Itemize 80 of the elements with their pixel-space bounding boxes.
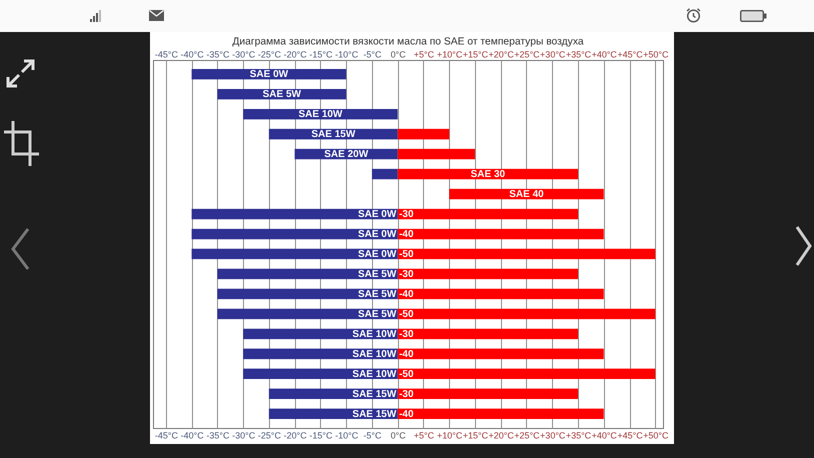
chart-title: Диаграмма зависимости вязкости масла по SAE от температуры воздуха	[232, 36, 584, 48]
bar	[398, 388, 578, 400]
bar	[398, 348, 604, 360]
y-tick-label: SAE 10W -30	[352, 328, 414, 340]
x-tick-label: +45°C	[617, 50, 644, 60]
x-tick-label: +50°C	[643, 50, 669, 60]
y-tick-label: SAE 0W -50	[358, 248, 414, 260]
y-tick-label: SAE 10W -50	[352, 368, 414, 380]
bar	[398, 168, 578, 180]
bar	[217, 308, 398, 320]
x-tick-label: -5°C	[363, 50, 382, 60]
x-tick-label: +40°C	[592, 50, 618, 60]
x-tick-label: +10°C	[437, 50, 463, 60]
x-tick-label: -10°C	[335, 50, 359, 60]
x2-tick-label: -25°C	[258, 430, 282, 440]
x2-tick-label: 0°C	[390, 430, 406, 440]
x-tick-label: +20°C	[488, 50, 514, 60]
x2-tick-label: -45°C	[154, 430, 178, 440]
x2-tick-label: -20°C	[284, 430, 308, 440]
bar	[192, 68, 346, 80]
x-tick-label: +35°C	[566, 50, 592, 60]
x2-tick-label: +20°C	[488, 430, 514, 440]
x-tick-label: +25°C	[514, 50, 540, 60]
x-tick-label: -35°C	[206, 50, 230, 60]
x2-tick-label: -30°C	[232, 430, 256, 440]
x-tick-label: -20°C	[284, 50, 308, 60]
x2-tick-label: +15°C	[462, 430, 489, 440]
y-tick-label: SAE 10W	[298, 109, 343, 120]
x2-tick-label: +10°C	[437, 430, 463, 440]
y-tick-label: SAE 15W -30	[352, 388, 414, 400]
y-tick-label: SAE 0W -30	[358, 209, 414, 220]
y-tick-label: SAE 10W -40	[352, 348, 414, 360]
x2-tick-label: +40°C	[592, 430, 618, 440]
x2-tick-label: +45°C	[617, 430, 644, 440]
y-tick-label: SAE 15W	[311, 129, 356, 140]
bar	[243, 348, 398, 360]
y-tick-label: SAE 40	[509, 189, 544, 200]
y-tick-label: SAE 30	[470, 169, 506, 180]
x-tick-label: +5°C	[414, 50, 435, 60]
x2-tick-label: -10°C	[335, 430, 359, 440]
y-tick-label: SAE 5W -30	[358, 268, 414, 280]
x-tick-label: 0°C	[390, 50, 406, 60]
bar	[398, 208, 578, 220]
bar	[372, 168, 398, 180]
x2-tick-label: +5°C	[414, 430, 435, 440]
bar	[398, 268, 578, 280]
bar	[398, 328, 578, 340]
y-tick-label: SAE 0W	[250, 69, 289, 80]
x2-tick-label: -5°C	[363, 430, 382, 440]
bar	[398, 148, 475, 160]
x-tick-label: -40°C	[180, 50, 204, 60]
bar	[243, 328, 398, 340]
y-tick-label: SAE 0W -40	[358, 229, 414, 240]
x-tick-label: -25°C	[258, 50, 282, 60]
x-tick-label: -45°C	[154, 50, 178, 60]
x2-tick-label: -40°C	[180, 430, 204, 440]
y-tick-label: SAE 5W	[262, 89, 302, 100]
bar	[398, 288, 604, 300]
y-tick-label: SAE 20W	[324, 149, 369, 160]
y-tick-label: SAE 15W -40	[352, 408, 414, 420]
bar	[243, 108, 398, 120]
x2-tick-label: +25°C	[514, 430, 540, 440]
bar	[398, 308, 656, 320]
bar	[398, 228, 604, 240]
bar	[398, 248, 656, 260]
x-tick-label: +15°C	[462, 50, 489, 60]
x2-tick-label: +35°C	[566, 430, 592, 440]
bar	[398, 128, 450, 140]
x2-tick-label: +50°C	[643, 430, 669, 440]
x-tick-label: -30°C	[232, 50, 256, 60]
x-tick-label: +30°C	[540, 50, 566, 60]
x2-tick-label: -35°C	[206, 430, 230, 440]
y-tick-label: SAE 5W -40	[358, 288, 414, 300]
bar	[398, 368, 656, 380]
x-tick-label: -15°C	[309, 50, 333, 60]
y-tick-label: SAE 5W -50	[358, 308, 414, 320]
x2-tick-label: -15°C	[309, 430, 333, 440]
x2-tick-label: +30°C	[540, 430, 566, 440]
bar	[243, 368, 398, 380]
bar	[398, 408, 604, 420]
